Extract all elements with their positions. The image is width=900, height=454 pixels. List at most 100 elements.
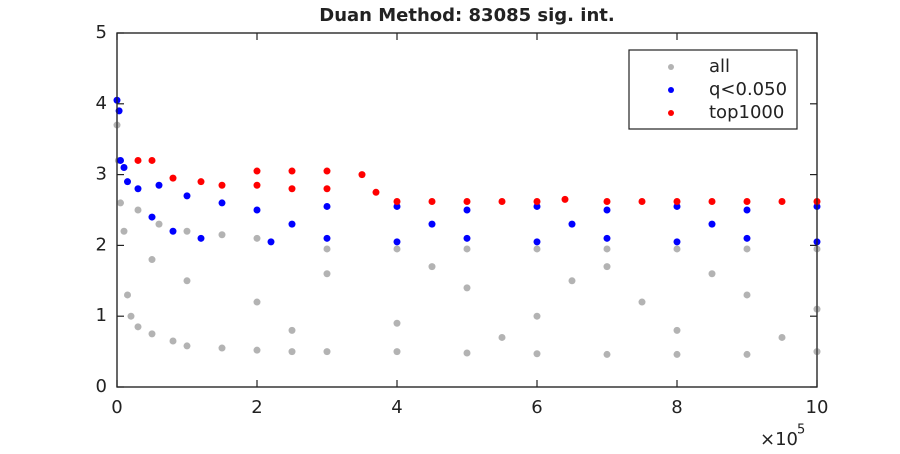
data-point: [358, 171, 366, 179]
y-tick-label: 3: [96, 164, 107, 185]
data-point: [323, 234, 331, 242]
data-point: [603, 245, 611, 253]
data-point: [169, 337, 177, 345]
data-point: [393, 238, 401, 246]
data-point: [218, 181, 226, 189]
data-point: [743, 350, 751, 358]
data-point: [498, 333, 506, 341]
data-point: [120, 227, 128, 235]
data-point: [288, 167, 296, 175]
data-point: [155, 181, 163, 189]
x-tick-label: 2: [251, 397, 262, 418]
data-point: [463, 284, 471, 292]
data-point: [708, 270, 716, 278]
data-point: [134, 185, 142, 193]
plot-border: [116, 32, 818, 388]
data-point: [428, 198, 436, 206]
data-point: [117, 199, 124, 207]
data-point: [673, 238, 681, 246]
data-point: [323, 270, 331, 278]
data-point: [323, 245, 331, 253]
data-point: [673, 198, 681, 206]
x-tick-label: 6: [531, 397, 542, 418]
data-point: [393, 245, 401, 253]
data-point: [568, 220, 576, 228]
x-scale-exponent: 5: [797, 423, 805, 438]
x-tick-label: 4: [391, 397, 402, 418]
data-point: [288, 326, 296, 334]
data-point: [533, 245, 541, 253]
data-point: [393, 348, 401, 356]
data-point: [323, 202, 331, 210]
data-point: [603, 206, 611, 214]
data-point: [673, 326, 681, 334]
legend-label: q<0.050: [709, 79, 787, 100]
data-point: [218, 344, 226, 352]
data-point: [218, 199, 226, 207]
y-tick-label: 4: [96, 93, 107, 114]
data-point: [169, 174, 177, 182]
legend-marker: [668, 110, 674, 116]
data-point: [253, 206, 261, 214]
y-tick-label: 5: [96, 22, 107, 43]
data-point: [673, 202, 681, 210]
x-scale-label: ×10: [760, 429, 798, 450]
data-point: [743, 245, 751, 253]
data-point: [428, 263, 436, 271]
y-tick-label: 2: [96, 234, 107, 255]
data-point: [183, 192, 191, 200]
data-point: [638, 198, 646, 206]
data-point: [673, 245, 681, 253]
data-point: [463, 349, 471, 357]
data-point: [603, 263, 611, 271]
data-point: [120, 164, 128, 172]
data-point: [197, 234, 205, 242]
data-point: [778, 333, 786, 341]
data-point: [568, 277, 576, 285]
data-point: [169, 227, 177, 235]
data-point: [183, 227, 191, 235]
legend-box: [628, 49, 798, 130]
legend-label: top1000: [709, 102, 784, 123]
data-point: [533, 238, 541, 246]
data-point: [127, 312, 135, 320]
x-tick-label: 0: [111, 397, 122, 418]
data-point: [218, 231, 226, 239]
data-point: [372, 188, 380, 196]
data-point: [253, 346, 261, 354]
data-point: [134, 156, 142, 164]
data-point: [253, 167, 261, 175]
data-point: [393, 202, 401, 210]
data-point: [148, 330, 156, 338]
data-point: [288, 220, 296, 228]
chart-title: Duan Method: 83085 sig. int.: [319, 5, 614, 26]
data-point: [603, 198, 611, 206]
data-point: [673, 350, 681, 358]
data-point: [393, 319, 401, 327]
data-point: [428, 220, 436, 228]
data-point: [148, 213, 156, 221]
data-point: [498, 198, 506, 206]
data-point: [183, 277, 191, 285]
data-point: [533, 202, 541, 210]
data-point: [743, 234, 751, 242]
data-point: [183, 342, 191, 350]
data-point: [253, 234, 261, 242]
data-point: [393, 198, 401, 206]
data-point: [267, 238, 275, 246]
data-point: [155, 220, 163, 228]
data-point: [743, 206, 751, 214]
data-point: [288, 185, 296, 193]
data-point: [463, 198, 471, 206]
data-point: [323, 167, 331, 175]
y-tick-label: 0: [96, 376, 107, 397]
data-point: [463, 206, 471, 214]
data-point: [533, 350, 541, 358]
data-point: [603, 234, 611, 242]
data-point: [561, 195, 569, 203]
data-point: [117, 156, 124, 164]
x-tick-label: 8: [671, 397, 682, 418]
legend-label: all: [709, 56, 730, 77]
data-point: [743, 198, 751, 206]
